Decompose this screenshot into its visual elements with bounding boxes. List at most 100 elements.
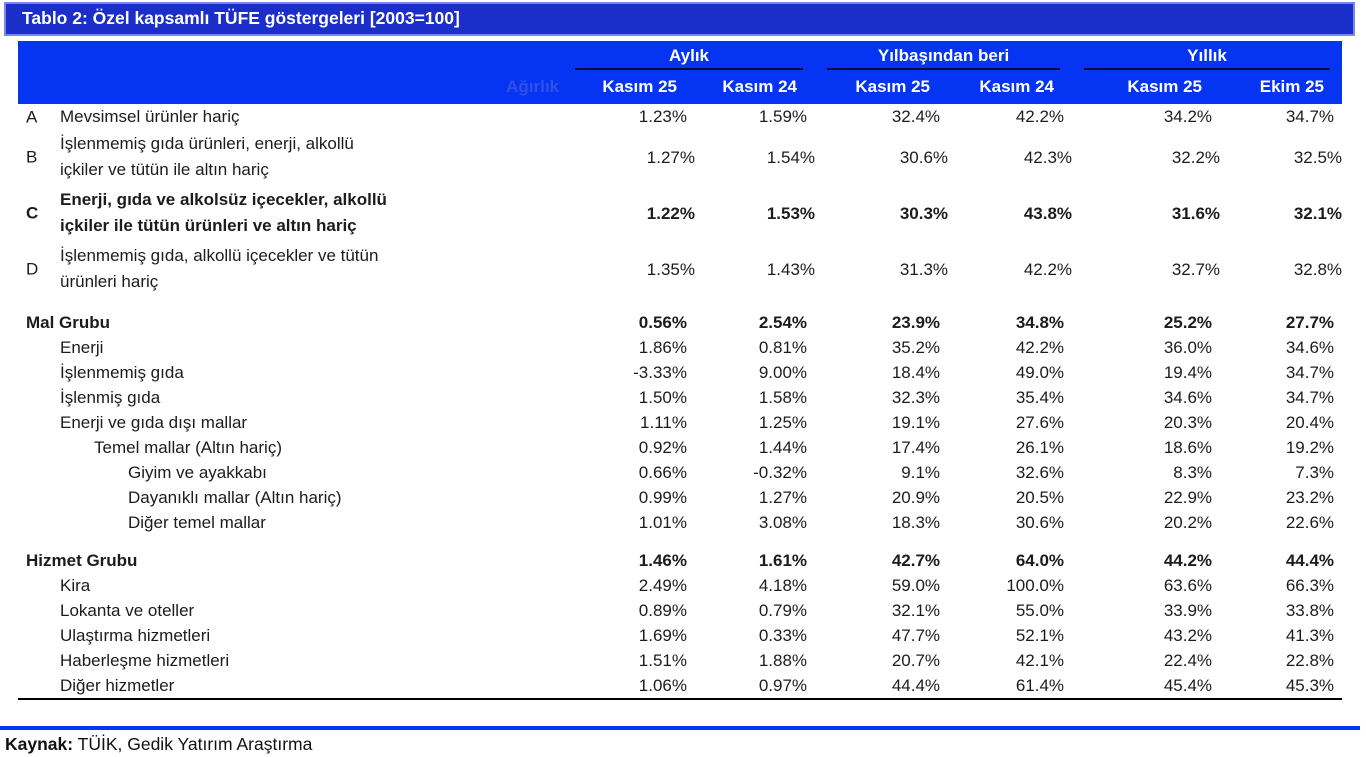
- cell-ytd-kasim25: 44.4%: [815, 673, 949, 700]
- cell-ytd-kasim25: 32.3%: [891, 388, 941, 407]
- cell-aylik-kasim24: 1.59%: [758, 107, 808, 126]
- cell-yillik-ekim25: 19.2%: [1285, 438, 1335, 457]
- cell-ytd-kasim24: 100.0%: [1006, 576, 1065, 595]
- cell-ytd-kasim24: 43.8%: [1023, 203, 1073, 223]
- cell-ytd-kasim24: 42.3%: [1023, 147, 1073, 167]
- row-label: Hizmet Grubu: [26, 551, 138, 570]
- table-row: Lokanta ve oteller 0.89% 0.79% 32.1% 55.…: [18, 598, 1342, 623]
- cell-aylik-kasim24: 1.27%: [758, 488, 808, 507]
- cell-ytd-kasim25: 20.9%: [891, 488, 941, 507]
- row-label: Enerji ve gıda dışı mallar: [60, 413, 248, 432]
- cell-ytd-kasim25: 32.4%: [891, 107, 941, 126]
- cell-yillik-kasim25: 19.4%: [1163, 363, 1213, 382]
- cell-aylik-kasim24: 2.54%: [758, 313, 808, 332]
- cell-aylik-kasim25: 1.01%: [638, 513, 687, 532]
- footer-divider: [0, 726, 1360, 730]
- table-row: Diğer temel mallar 1.01% 3.08% 18.3% 30.…: [18, 510, 1342, 535]
- row-label: Dayanıklı mallar (Altın hariç): [128, 488, 342, 507]
- row-label: Giyim ve ayakkabı: [128, 463, 267, 482]
- cell-ytd-kasim25: 47.7%: [891, 626, 941, 645]
- cell-aylik-kasim25: 0.66%: [638, 463, 687, 482]
- cell-aylik-kasim25: 1.06%: [563, 673, 695, 700]
- cell-aylik-kasim25: 1.50%: [638, 388, 687, 407]
- cell-aylik-kasim25: 1.51%: [638, 651, 687, 670]
- table-row: D İşlenmemiş gıda, alkollü içecekler ve …: [18, 241, 1342, 297]
- cell-ytd-kasim24: 27.6%: [1015, 413, 1065, 432]
- cell-ytd-kasim24: 42.2%: [1015, 338, 1065, 357]
- group-header-yillik: Yıllık: [1072, 41, 1343, 70]
- row-letter: A: [26, 107, 38, 126]
- column-header-aylik-kasim24: Kasım 24: [695, 70, 816, 104]
- cell-yillik-ekim25: 32.5%: [1293, 147, 1343, 167]
- cell-aylik-kasim25: 1.27%: [646, 147, 695, 167]
- column-header-ytd-kasim25: Kasım 25: [815, 70, 949, 104]
- cell-yillik-kasim25: 20.3%: [1163, 413, 1213, 432]
- cell-yillik-kasim25: 32.2%: [1171, 147, 1221, 167]
- cell-yillik-ekim25: 32.8%: [1293, 259, 1343, 279]
- row-label: Lokanta ve oteller: [60, 601, 195, 620]
- cell-yillik-kasim25: 43.2%: [1163, 626, 1213, 645]
- cell-aylik-kasim25: 1.23%: [638, 107, 687, 126]
- cell-yillik-kasim25: 32.7%: [1171, 259, 1221, 279]
- cell-yillik-ekim25: 20.4%: [1285, 413, 1335, 432]
- cell-yillik-kasim25: 45.4%: [1072, 673, 1221, 700]
- cell-aylik-kasim24: 1.58%: [758, 388, 808, 407]
- row-label: Kira: [60, 576, 91, 595]
- cell-aylik-kasim24: 1.43%: [766, 259, 816, 279]
- cell-aylik-kasim25: 0.56%: [638, 313, 687, 332]
- cell-aylik-kasim24: 1.88%: [758, 651, 808, 670]
- tufe-indicators-table: Aylık Yılbaşından beri Yıllık Ağırlık Ka…: [18, 41, 1343, 700]
- cell-aylik-kasim24: 0.81%: [758, 338, 808, 357]
- table-body: A Mevsimsel ürünler hariç 1.23% 1.59% 32…: [18, 104, 1343, 700]
- cell-yillik-ekim25: 34.7%: [1285, 107, 1335, 126]
- cell-ytd-kasim25: 18.4%: [891, 363, 941, 382]
- row-label: İşlenmemiş gıda, alkollü içecekler ve tü…: [60, 246, 379, 291]
- cell-ytd-kasim25: 9.1%: [901, 463, 941, 482]
- row-label: İşlenmemiş gıda: [60, 363, 184, 382]
- cell-aylik-kasim25: 1.86%: [638, 338, 687, 357]
- cell-yillik-ekim25: 22.6%: [1285, 513, 1335, 532]
- table-row: İşlenmiş gıda 1.50% 1.58% 32.3% 35.4% 34…: [18, 385, 1342, 410]
- cell-yillik-ekim25: 34.7%: [1285, 388, 1335, 407]
- cell-ytd-kasim25: 19.1%: [891, 413, 941, 432]
- table-row: Kira 2.49% 4.18% 59.0% 100.0% 63.6% 66.3…: [18, 573, 1342, 598]
- cell-ytd-kasim25: 32.1%: [891, 601, 941, 620]
- row-label: Enerji, gıda ve alkolsüz içecekler, alko…: [60, 190, 387, 235]
- table-row: Ulaştırma hizmetleri 1.69% 0.33% 47.7% 5…: [18, 623, 1342, 648]
- column-header-ytd-kasim24: Kasım 24: [948, 70, 1073, 104]
- cell-ytd-kasim25: 20.7%: [891, 651, 941, 670]
- table-row: Haberleşme hizmetleri 1.51% 1.88% 20.7% …: [18, 648, 1342, 673]
- cell-yillik-ekim25: 33.8%: [1285, 601, 1335, 620]
- row-label: Enerji: [60, 338, 104, 357]
- row-label: İşlenmemiş gıda ürünleri, enerji, alkoll…: [60, 134, 354, 179]
- cell-yillik-kasim25: 8.3%: [1173, 463, 1213, 482]
- table-row: Temel mallar (Altın hariç) 0.92% 1.44% 1…: [18, 435, 1342, 460]
- cell-yillik-ekim25: 32.1%: [1293, 203, 1343, 223]
- source-note: Kaynak: TÜİK, Gedik Yatırım Araştırma: [5, 734, 312, 755]
- cell-ytd-kasim25: 35.2%: [891, 338, 941, 357]
- cell-yillik-kasim25: 22.4%: [1163, 651, 1213, 670]
- cell-aylik-kasim24: -0.32%: [753, 463, 808, 482]
- cell-ytd-kasim24: 64.0%: [1015, 551, 1065, 570]
- group-header-yilbasindan-beri: Yılbaşından beri: [815, 41, 1073, 70]
- table-row: Giyim ve ayakkabı 0.66% -0.32% 9.1% 32.6…: [18, 460, 1342, 485]
- cell-aylik-kasim24: 1.54%: [766, 147, 816, 167]
- cell-ytd-kasim24: 49.0%: [1015, 363, 1065, 382]
- cell-aylik-kasim24: 1.44%: [758, 438, 808, 457]
- row-label: Haberleşme hizmetleri: [60, 651, 230, 670]
- cell-aylik-kasim24: 0.33%: [758, 626, 808, 645]
- table-row: A Mevsimsel ürünler hariç 1.23% 1.59% 32…: [18, 104, 1342, 129]
- table-row: Dayanıklı mallar (Altın hariç) 0.99% 1.2…: [18, 485, 1342, 510]
- cell-yillik-kasim25: 63.6%: [1163, 576, 1213, 595]
- cell-aylik-kasim25: 1.35%: [646, 259, 695, 279]
- row-label: Ulaştırma hizmetleri: [60, 626, 211, 645]
- cell-ytd-kasim24: 42.2%: [1023, 259, 1073, 279]
- table-row: Diğer hizmetler 1.06% 0.97% 44.4% 61.4% …: [18, 673, 1343, 700]
- cell-aylik-kasim25: 0.99%: [638, 488, 687, 507]
- row-letter: B: [26, 147, 38, 167]
- table-title-bar: Tablo 2: Özel kapsamlı TÜFE göstergeleri…: [4, 2, 1355, 36]
- weight-column-header: Ağırlık: [18, 70, 563, 104]
- cell-aylik-kasim25: 1.46%: [638, 551, 687, 570]
- cell-ytd-kasim25: 31.3%: [899, 259, 949, 279]
